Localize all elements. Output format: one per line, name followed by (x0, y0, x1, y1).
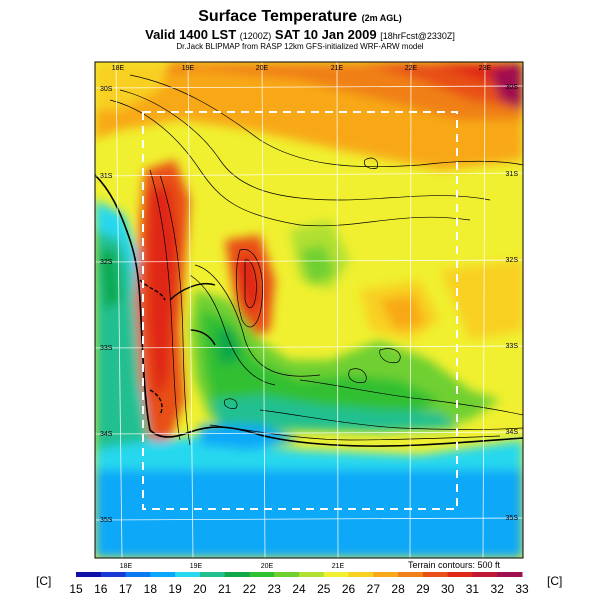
colorbar-swatch (348, 572, 374, 577)
lat-label-left: 35S (100, 517, 113, 524)
colorbar-tick-label: 15 (69, 582, 83, 596)
colorbar-swatch (447, 572, 473, 577)
lon-label-bottom: 18E (120, 563, 133, 570)
lon-label-top: 19E (182, 65, 195, 72)
coastline (95, 174, 523, 447)
colorbar-swatch (199, 572, 226, 577)
lon-label-top: 23E (479, 65, 492, 72)
colorbar-tick-label: 29 (416, 582, 430, 596)
colorbar-swatch (373, 572, 399, 577)
colorbar-tick-label: 17 (119, 582, 133, 596)
colorbar-swatch (150, 572, 176, 577)
lat-label-right: 33S (506, 343, 519, 350)
colorbar-swatch (100, 572, 127, 577)
lon-label-top: 18E (112, 65, 125, 72)
colorbar-tick-label: 33 (515, 582, 529, 596)
colorbar-tick-label: 27 (367, 582, 381, 596)
colorbar-swatch (274, 572, 300, 577)
colorbar-swatch (323, 572, 350, 577)
colorbar-tick-label: 31 (466, 582, 480, 596)
lat-label-left: 34S (100, 431, 113, 438)
lat-label-left: 31S (100, 173, 113, 180)
colorbar-unit-left: [C] (36, 574, 52, 588)
colorbar-swatch (398, 572, 424, 577)
lat-lon-grid (95, 62, 523, 558)
colorbar-swatch (125, 572, 151, 577)
colorbar-swatch (472, 572, 498, 577)
colorbar-tick-label: 26 (342, 582, 356, 596)
terrain-contour-note: Terrain contours: 500 ft (408, 560, 501, 570)
valid-time-line: Valid 1400 LST (1200Z) SAT 10 Jan 2009 [… (145, 27, 455, 42)
colorbar-tick-label: 24 (292, 582, 306, 596)
terrain-contours (109, 74, 523, 446)
colorbar-swatch (175, 572, 201, 577)
inner-domain-boundary (142, 111, 458, 510)
grid-labels: 18E 19E 20E 21E 22E 23E 18E 19E 20E 21E 30S 31S 32S 3… (100, 65, 518, 570)
colorbar-tick-label: 19 (168, 582, 182, 596)
colorbar-tick-label: 25 (317, 582, 331, 596)
colorbar-tick-label: 22 (243, 582, 257, 596)
colorbar-tick-label: 28 (391, 582, 405, 596)
lat-label-right: 32S (506, 257, 519, 264)
colorbar-tick-label: 32 (491, 582, 505, 596)
lat-label-left: 32S (100, 259, 113, 266)
lat-label-left: 30S (100, 86, 113, 93)
lon-label-top: 20E (256, 65, 269, 72)
lon-label-top: 21E (331, 65, 344, 72)
lon-label-bottom: 20E (261, 563, 274, 570)
colorbar-tick-label: 16 (94, 582, 108, 596)
colorbar-tick-label: 30 (441, 582, 455, 596)
colorbar-swatch (497, 572, 523, 577)
lon-label-bottom: 21E (332, 563, 345, 570)
colorbar-unit-right: [C] (547, 574, 563, 588)
lon-label-bottom: 19E (190, 563, 203, 570)
temperature-field (95, 62, 523, 558)
lat-label-left: 33S (100, 345, 113, 352)
model-credit: Dr.Jack BLIPMAP from RASP 12km GFS-initi… (176, 42, 424, 51)
colorbar-tick-label: 20 (193, 582, 207, 596)
colorbar-swatch (422, 572, 449, 577)
lat-label-right: 30S (506, 84, 519, 91)
colorbar-tick-label: 21 (218, 582, 232, 596)
colorbar-tick-label: 23 (268, 582, 282, 596)
map-title: Surface Temperature (2m AGL) (198, 8, 402, 25)
colorbar-tick-label: 18 (144, 582, 158, 596)
colorbar-swatch (224, 572, 250, 577)
lat-label-right: 31S (506, 171, 519, 178)
color-bar: 15 16 17 18 19 20 21 22 23 24 25 26 27 28 29 30 31 32 33 (69, 572, 529, 596)
lat-label-right: 35S (506, 515, 519, 522)
lat-label-right: 34S (506, 429, 519, 436)
colorbar-swatch (299, 572, 325, 577)
colorbar-swatch (249, 572, 275, 577)
colorbar-swatch (76, 572, 102, 577)
lon-label-top: 22E (405, 65, 418, 72)
